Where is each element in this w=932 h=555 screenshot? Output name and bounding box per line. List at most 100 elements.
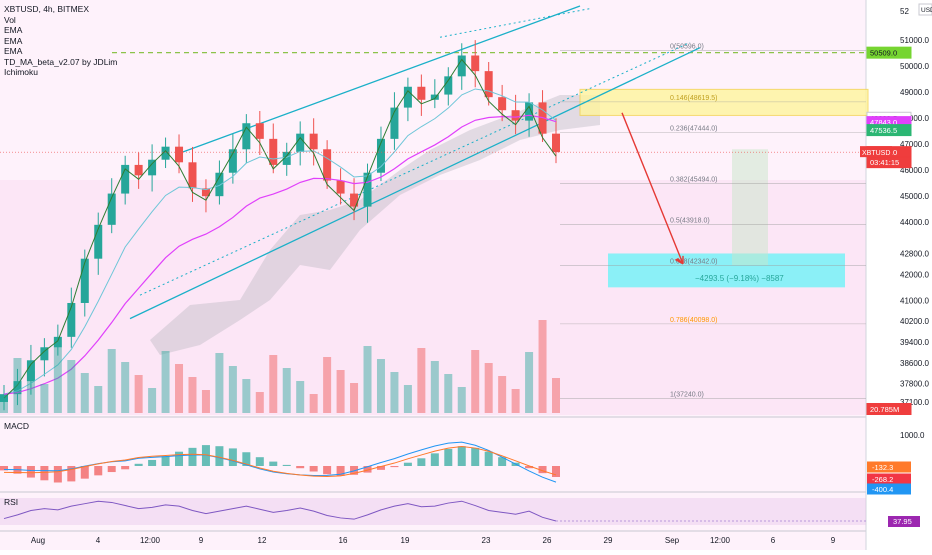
- fib-zone-cyan: [608, 253, 845, 288]
- macd-pane-title[interactable]: MACD: [4, 421, 30, 431]
- pane-background-lower: [0, 180, 866, 415]
- volume-bar: [53, 347, 62, 413]
- macd-histogram-bar: [296, 466, 305, 469]
- macd-histogram-bar: [309, 466, 318, 472]
- macd-value-badge: [867, 473, 911, 485]
- price-tick-label: 40200.0: [900, 317, 929, 326]
- fib-level-label: 0.618(42342.0): [670, 258, 717, 265]
- volume-bar: [552, 378, 560, 413]
- volume-bar: [511, 389, 520, 413]
- macd-histogram-bar: [282, 464, 291, 466]
- fib-level-label: 0.236(47444.0): [670, 126, 717, 133]
- price-tick-label: 48000.0: [900, 114, 929, 123]
- target-measure-label: −4293.5 (−9.18%) −8587: [695, 274, 784, 283]
- macd-value-label: -268.2: [872, 475, 893, 484]
- volume-bar: [188, 377, 197, 413]
- fib-level-label: 0(50596.0): [670, 43, 704, 50]
- volume-bar: [498, 376, 507, 413]
- candle: [188, 162, 197, 189]
- legend-indicator-ema-3[interactable]: EMA: [4, 46, 23, 56]
- volume-bar: [363, 346, 372, 413]
- td-ma-step-line: [3, 58, 557, 399]
- time-axis-label: 26: [543, 536, 552, 545]
- macd-histogram-bar: [121, 466, 130, 470]
- macd-histogram-bar: [498, 457, 507, 466]
- volume-bar: [242, 379, 251, 413]
- time-axis-label: 12:00: [140, 536, 161, 545]
- candle: [94, 224, 103, 259]
- volume-bar: [296, 381, 305, 413]
- candle: [148, 159, 157, 176]
- candle: [296, 133, 305, 152]
- candle: [161, 146, 170, 160]
- rsi-pane-title[interactable]: RSI: [4, 497, 19, 507]
- price-label-text: 47536.5: [870, 126, 897, 135]
- last-price-tag-text: XBTUSD: [862, 150, 890, 157]
- volume-bar: [444, 374, 453, 413]
- macd-histogram-bar: [525, 466, 534, 469]
- volume-bar: [430, 361, 439, 413]
- legend-indicator-td-ma[interactable]: TD_MA_beta_v2.07 by JDLim: [4, 56, 118, 67]
- target-measure-box: [732, 149, 768, 266]
- candle: [242, 123, 251, 150]
- projection-arrowhead: [674, 255, 684, 265]
- macd-histogram-bar: [215, 446, 224, 466]
- legend-indicator-ema-2[interactable]: EMA: [4, 35, 23, 46]
- legend-indicator-vol[interactable]: Vol: [4, 14, 16, 25]
- candle: [121, 164, 130, 194]
- volume-bar: [13, 358, 22, 413]
- macd-histogram-bar: [444, 448, 453, 466]
- price-axis-background: [866, 0, 932, 550]
- macd-histogram-bar: [53, 466, 62, 483]
- volume-bar: [94, 386, 103, 413]
- rsi-value-label: 37.95: [893, 517, 912, 526]
- rsi-band: [0, 498, 866, 525]
- macd-histogram-bar: [457, 446, 466, 466]
- volume-bar: [80, 373, 89, 413]
- volume-bar: [282, 368, 291, 413]
- last-price-tag-badge: [860, 146, 892, 158]
- candle: [471, 55, 480, 72]
- volume-bar: [175, 364, 184, 413]
- macd-histogram-bar: [323, 466, 332, 475]
- price-label-badge: [866, 46, 912, 59]
- price-label-badge: [866, 403, 912, 415]
- channel-lower-dotted: [139, 42, 691, 296]
- time-axis-label: 23: [482, 536, 491, 545]
- candle: [282, 151, 291, 165]
- channel-upper-dotted: [439, 8, 591, 38]
- channel-lower-line: [129, 47, 701, 320]
- time-axis-label: 12: [258, 536, 267, 545]
- candle: [403, 86, 412, 108]
- volume-bar: [403, 385, 412, 413]
- volume-bar: [255, 392, 264, 413]
- candle: [484, 71, 493, 98]
- volume-bar: [484, 363, 493, 413]
- candle: [430, 94, 439, 100]
- legend-indicator-ichimoku[interactable]: Ichimoku: [4, 67, 39, 77]
- price-label-text: 20.785M: [870, 405, 899, 414]
- volume-bar: [107, 349, 116, 413]
- candle: [457, 55, 466, 77]
- macd-histogram-bar: [336, 466, 345, 476]
- macd-histogram-bar: [26, 466, 35, 478]
- legend-symbol[interactable]: XBTUSD, 4h, BITMEX: [4, 4, 90, 14]
- macd-histogram-bar: [161, 456, 170, 466]
- volume-bar: [457, 387, 466, 413]
- volume-bar: [269, 355, 278, 413]
- candle: [309, 133, 318, 150]
- fib-level-label: 0.382(45494.0): [670, 176, 717, 183]
- fib-level-label: 0.146(48619.5): [670, 95, 717, 102]
- volume-group: [0, 320, 560, 413]
- time-axis-label: 16: [339, 536, 348, 545]
- price-tick-label: 47000.0: [900, 140, 929, 149]
- volume-bar: [121, 362, 130, 413]
- ema-line-fast: [3, 88, 557, 395]
- legend-indicator-ema-1[interactable]: EMA: [4, 25, 23, 35]
- macd-histogram-bar: [67, 466, 76, 482]
- macd-value-label: -400.4: [872, 485, 893, 494]
- candle: [201, 188, 210, 197]
- ichimoku-cloud: [150, 95, 600, 355]
